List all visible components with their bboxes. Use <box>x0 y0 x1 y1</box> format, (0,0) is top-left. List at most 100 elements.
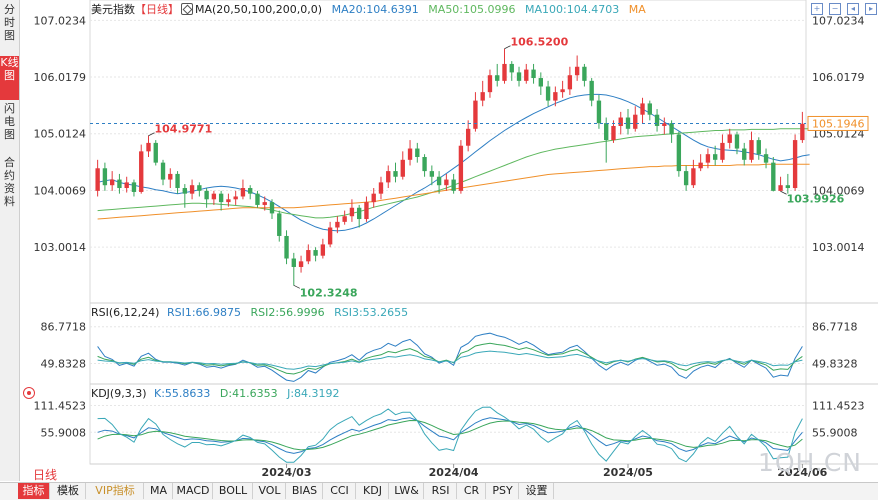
candle-body <box>458 145 464 191</box>
indicator-tab-bar: 指标 模板 VIP指标 MA MACD BOLL VOL BIAS CCI KDJ LW& RSI CR… <box>0 482 878 500</box>
candle-body <box>255 193 260 205</box>
candle-body <box>662 123 667 126</box>
settings-icon[interactable] <box>181 3 193 15</box>
indicator-tab-14[interactable]: 设置 <box>520 483 554 499</box>
candle-body <box>444 179 449 186</box>
candle-body <box>349 207 355 217</box>
candle-body <box>211 193 217 200</box>
candle-body <box>248 188 253 194</box>
candle-body <box>669 123 674 135</box>
indicator-tab-7[interactable]: BIAS <box>287 483 323 499</box>
indicator-tab-11[interactable]: RSI <box>425 483 457 499</box>
rsi-tick-left: 49.8328 <box>41 358 87 371</box>
kdj-title: KDJ(9,3,3) <box>91 387 147 400</box>
candle-body <box>124 182 129 189</box>
y-tick-label-left: 107.0234 <box>34 14 87 27</box>
indicator-tab-3[interactable]: MA <box>145 483 173 499</box>
candle-body <box>727 134 732 143</box>
y-tick-label-right: 107.0234 <box>812 14 865 27</box>
indicator-tab-9[interactable]: KDJ <box>357 483 389 499</box>
candle-body <box>473 100 478 129</box>
candle-body <box>531 69 536 79</box>
candle-body <box>800 123 805 141</box>
indicator-tab-6[interactable]: VOL <box>254 483 286 499</box>
candle-body <box>749 140 754 160</box>
ma-line-ma50 <box>97 128 810 219</box>
crosshair-icon[interactable] <box>23 387 35 399</box>
candle-body <box>538 78 543 87</box>
candle-body <box>553 92 558 101</box>
rsi-tick-right: 86.7718 <box>812 321 858 334</box>
indicator-tab-1[interactable]: 模板 <box>51 483 86 499</box>
ma20-value: MA20:104.6391 <box>331 3 419 16</box>
candle-body <box>240 188 246 197</box>
candle-body <box>335 221 340 228</box>
annotation-high: 104.9771 <box>154 123 212 136</box>
indicator-tab-13[interactable]: PSY <box>487 483 519 499</box>
move-left-icon[interactable]: ◂ <box>847 3 859 15</box>
candle-body <box>763 154 769 163</box>
tab-kline-chart[interactable]: K线图 <box>0 56 19 100</box>
kdj-line-d <box>97 419 803 451</box>
current-price-label: 105.1946 <box>812 117 865 130</box>
candle-body <box>139 151 144 192</box>
x-tick-label: 2024/06 <box>777 466 827 479</box>
candle-body <box>357 207 362 220</box>
candle-body <box>95 168 100 191</box>
annotation-leader <box>780 190 787 195</box>
indicator-tab-0[interactable]: 指标 <box>18 483 50 499</box>
candle-body <box>160 162 166 180</box>
candle-body <box>480 92 485 101</box>
candle-body <box>792 140 798 189</box>
rsi-line-rsi1 <box>97 332 803 382</box>
zoom-out-icon[interactable]: − <box>829 3 841 15</box>
rsi1-value: RSI1:66.9875 <box>166 306 242 319</box>
tab-time-chart[interactable]: 分时图 <box>4 3 15 42</box>
rsi-line-rsi3 <box>97 350 803 370</box>
annotation-low: 102.3248 <box>300 286 358 299</box>
candle-body <box>182 188 187 194</box>
candle-body <box>436 176 442 186</box>
candle-body <box>327 227 333 245</box>
tab-flash-chart[interactable]: 闪电图 <box>4 102 15 141</box>
candle-body <box>146 142 151 152</box>
candle-body <box>197 185 202 191</box>
indicator-tab-8[interactable]: CCI <box>324 483 356 499</box>
move-right-icon[interactable]: ▸ <box>865 3 877 15</box>
candle-body <box>495 75 500 81</box>
candle-body <box>422 157 427 172</box>
candle-body <box>313 250 318 256</box>
candle-body <box>574 66 580 76</box>
tab-contract-info[interactable]: 合约资料 <box>4 156 15 208</box>
candle-body <box>400 159 405 177</box>
indicator-tab-2[interactable]: VIP指标 <box>87 483 144 499</box>
kdj-tick-right: 111.4523 <box>812 400 865 413</box>
ma-params: MA(20,50,100,200,0,0) <box>195 3 323 16</box>
indicator-tab-10[interactable]: LW& <box>390 483 424 499</box>
rsi-legend: RSI(6,12,24) RSI1:66.9875 RSI2:56.9996 R… <box>91 306 408 320</box>
y-tick-label-left: 103.0014 <box>34 241 87 254</box>
indicator-tab-12[interactable]: CR <box>458 483 486 499</box>
candle-body <box>407 148 413 160</box>
chart-canvas[interactable]: 107.0234 107.0234 106.0179 106.0179 105.0124… <box>0 0 878 482</box>
candle-body <box>487 75 493 93</box>
candle-body <box>640 103 645 115</box>
indicator-tab-4[interactable]: MACD <box>174 483 213 499</box>
candle-body <box>545 86 551 101</box>
kdj-tick-left: 55.9008 <box>41 426 87 439</box>
candle-body <box>778 185 783 191</box>
candle-body <box>233 196 238 200</box>
candle-body <box>705 154 711 163</box>
period-badge[interactable]: 【日线】 <box>135 3 179 16</box>
candle-body <box>175 173 180 189</box>
d-value: D:41.6353 <box>219 387 278 400</box>
main-legend: 美元指数【日线】 MA(20,50,100,200,0,0) MA20:104.6… <box>91 3 646 17</box>
rsi-title: RSI(6,12,24) <box>91 306 160 319</box>
zoom-in-icon[interactable]: + <box>811 3 823 15</box>
rsi-tick-left: 86.7718 <box>41 321 87 334</box>
indicator-tab-5[interactable]: BOLL <box>214 483 253 499</box>
instrument-name: 美元指数 <box>91 3 135 16</box>
candle-body <box>691 168 696 186</box>
y-tick-label-left: 104.0069 <box>34 184 87 197</box>
candle-body <box>320 244 326 256</box>
